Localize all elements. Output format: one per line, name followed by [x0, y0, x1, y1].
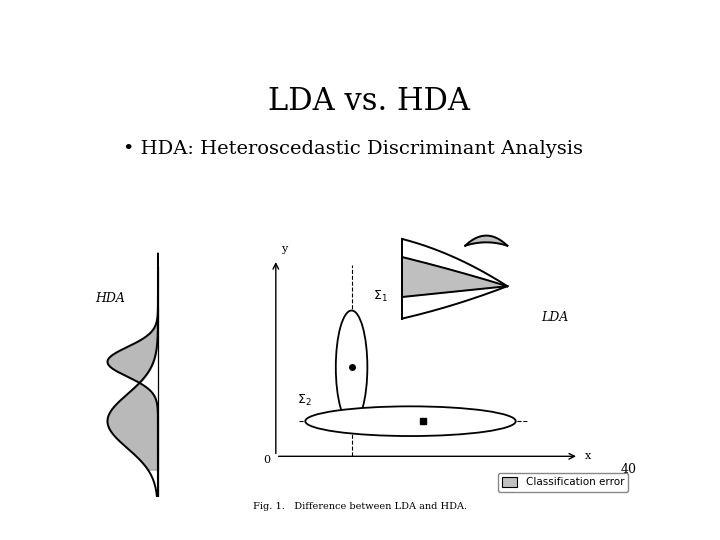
Text: $\Sigma_1$: $\Sigma_1$ — [373, 289, 387, 304]
Text: x: x — [585, 451, 591, 461]
Text: $\Sigma_2$: $\Sigma_2$ — [297, 393, 312, 408]
Polygon shape — [402, 257, 508, 297]
Text: HDA: HDA — [95, 292, 125, 306]
Text: LDA vs. HDA: LDA vs. HDA — [268, 85, 470, 117]
Text: Fig. 1.   Difference between LDA and HDA.: Fig. 1. Difference between LDA and HDA. — [253, 502, 467, 511]
Text: • HDA: Heteroscedastic Discriminant Analysis: • HDA: Heteroscedastic Discriminant Anal… — [124, 140, 583, 158]
Text: 0: 0 — [263, 455, 270, 465]
Text: 40: 40 — [621, 463, 637, 476]
Ellipse shape — [305, 407, 516, 436]
Ellipse shape — [336, 310, 367, 424]
Legend: Classification error: Classification error — [498, 473, 629, 491]
Text: LDA: LDA — [541, 311, 568, 325]
Polygon shape — [465, 235, 508, 246]
Text: y: y — [281, 244, 287, 254]
